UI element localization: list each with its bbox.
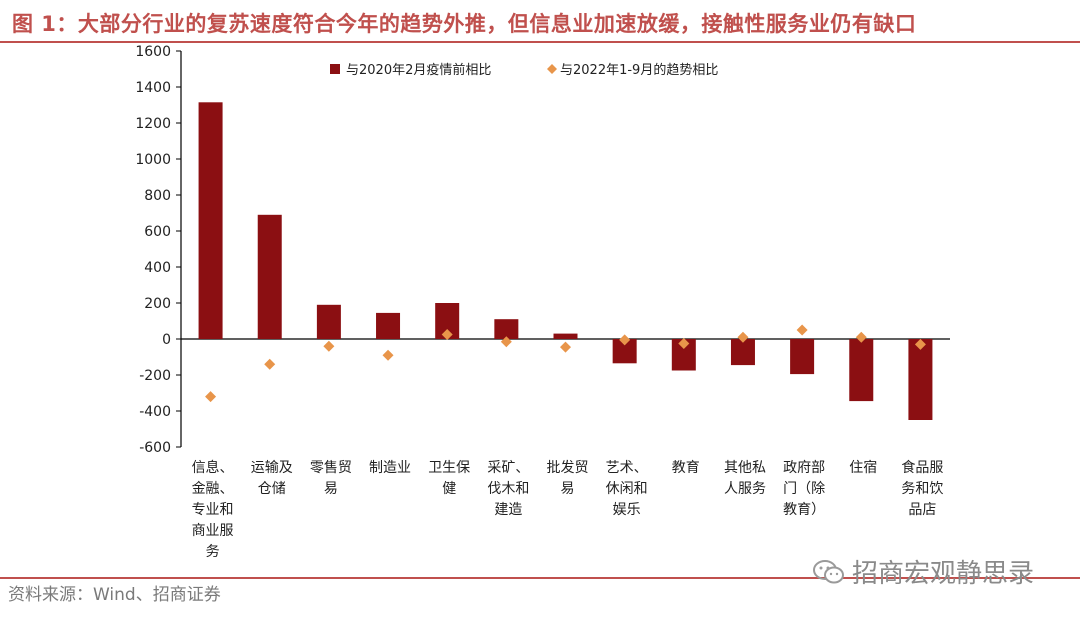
marker-9 <box>678 338 690 349</box>
marker-6 <box>500 336 512 348</box>
marker-12 <box>855 331 867 343</box>
bar-13 <box>908 339 933 420</box>
marker-5 <box>441 329 453 340</box>
footer-divider <box>0 577 1080 579</box>
bar-chart: 1600 1400 1200 1000 800 600 400 200 0 -200 -400 -60… <box>135 44 950 560</box>
category-label: 易 <box>324 481 338 497</box>
y-tick-label: 200 <box>144 296 171 312</box>
source-note: 资料来源：Wind、招商证券 <box>8 585 221 605</box>
bar-10 <box>730 339 755 366</box>
bar-7 <box>553 333 578 339</box>
marker-2 <box>264 358 276 370</box>
category-label: 信息、 <box>192 459 234 476</box>
category-label: 建造 <box>494 502 522 518</box>
category-label: 艺术、 <box>606 460 648 476</box>
category-label: 其他私 <box>724 460 766 476</box>
category-label: 运输及 <box>251 460 293 476</box>
y-tick-label: 1200 <box>135 116 171 132</box>
category-label: 休闲和 <box>606 481 648 497</box>
category-label: 伐木和 <box>487 481 529 497</box>
category-label: 政府部 <box>783 460 825 476</box>
category-label: 采矿、 <box>487 460 529 476</box>
y-tick-label: 600 <box>144 224 171 240</box>
y-tick-label: 0 <box>162 332 171 348</box>
bar-12 <box>849 339 874 402</box>
legend-label-marker: 与2022年1-9月的趋势相比 <box>560 62 718 78</box>
legend: 与2020年2月疫情前相比 与2022年1-9月的趋势相比 <box>330 62 718 78</box>
category-label: 务 <box>206 544 220 560</box>
category-label: 教育 <box>672 460 700 476</box>
y-tick-label: 400 <box>144 260 171 276</box>
marker-series <box>205 324 926 403</box>
category-label: 仓储 <box>258 481 286 497</box>
category-label: 卫生保 <box>428 460 470 476</box>
y-tick-label: 800 <box>144 188 171 204</box>
bar-4 <box>376 312 401 339</box>
marker-7 <box>560 341 571 353</box>
category-label: 易 <box>561 481 575 497</box>
y-tick-label: 1000 <box>135 152 171 168</box>
wechat-icon <box>813 559 844 583</box>
marker-4 <box>382 349 394 361</box>
bar-3 <box>316 304 341 339</box>
category-label: 食品服 <box>901 459 943 476</box>
category-label: 金融、 <box>192 481 234 497</box>
bar-1 <box>198 102 223 339</box>
category-label: 专业和 <box>192 502 234 518</box>
category-label: 务和饮 <box>901 481 943 497</box>
category-label: 教育） <box>783 502 825 518</box>
axes: 1600 1400 1200 1000 800 600 400 200 0 -200 -400 -60… <box>135 44 950 560</box>
category-label: 零售贸 <box>310 460 352 476</box>
legend-marker-swatch <box>547 64 557 74</box>
legend-bar-swatch <box>330 64 340 74</box>
figure-title: 图 1：大部分行业的复苏速度符合今年的趋势外推，但信息业加速放缓，接触性服务业仍… <box>12 12 917 36</box>
category-label: 人服务 <box>724 481 766 497</box>
category-label: 商业服 <box>192 523 234 539</box>
y-tick-label: -200 <box>139 368 171 384</box>
bar-11 <box>790 339 815 375</box>
title-divider <box>0 41 1080 43</box>
legend-label-bar: 与2020年2月疫情前相比 <box>346 62 491 78</box>
watermark: 招商宏观静思录 <box>812 553 1034 590</box>
marker-10 <box>737 331 749 343</box>
category-label: 制造业 <box>369 460 411 476</box>
marker-13 <box>914 338 926 350</box>
bar-6 <box>494 319 519 339</box>
bar-series <box>198 102 933 420</box>
y-tick-label: 1600 <box>135 44 171 60</box>
category-label: 门（除 <box>783 481 825 497</box>
category-label: 批发贸 <box>547 460 589 476</box>
marker-8 <box>619 334 631 346</box>
y-tick-label: -400 <box>139 404 171 420</box>
marker-1 <box>205 391 217 403</box>
marker-11 <box>796 324 808 336</box>
watermark-text: 招商宏观静思录 <box>852 559 1035 589</box>
category-label: 健 <box>442 481 456 497</box>
category-label: 品店 <box>908 502 936 518</box>
y-tick-label: -600 <box>139 440 171 456</box>
category-label: 娱乐 <box>613 502 641 518</box>
category-label: 住宿 <box>849 459 877 476</box>
marker-3 <box>323 340 335 352</box>
y-tick-label: 1400 <box>135 80 171 96</box>
bar-2 <box>257 214 282 339</box>
